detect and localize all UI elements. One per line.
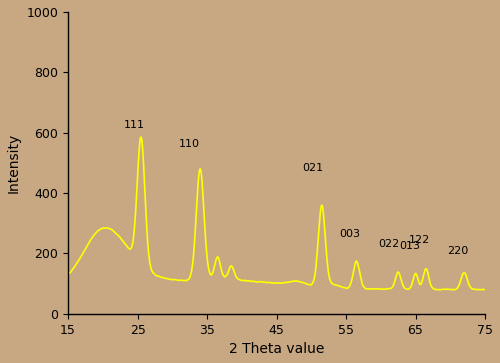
Text: 220: 220 bbox=[446, 245, 468, 256]
Text: 022: 022 bbox=[378, 240, 400, 249]
Text: 021: 021 bbox=[302, 163, 324, 172]
Text: 110: 110 bbox=[179, 139, 200, 149]
X-axis label: 2 Theta value: 2 Theta value bbox=[229, 342, 324, 356]
Text: 013: 013 bbox=[400, 241, 420, 251]
Text: 003: 003 bbox=[339, 229, 360, 239]
Text: 122: 122 bbox=[408, 235, 430, 245]
Text: 111: 111 bbox=[124, 120, 144, 130]
Y-axis label: Intensity: Intensity bbox=[7, 133, 21, 193]
